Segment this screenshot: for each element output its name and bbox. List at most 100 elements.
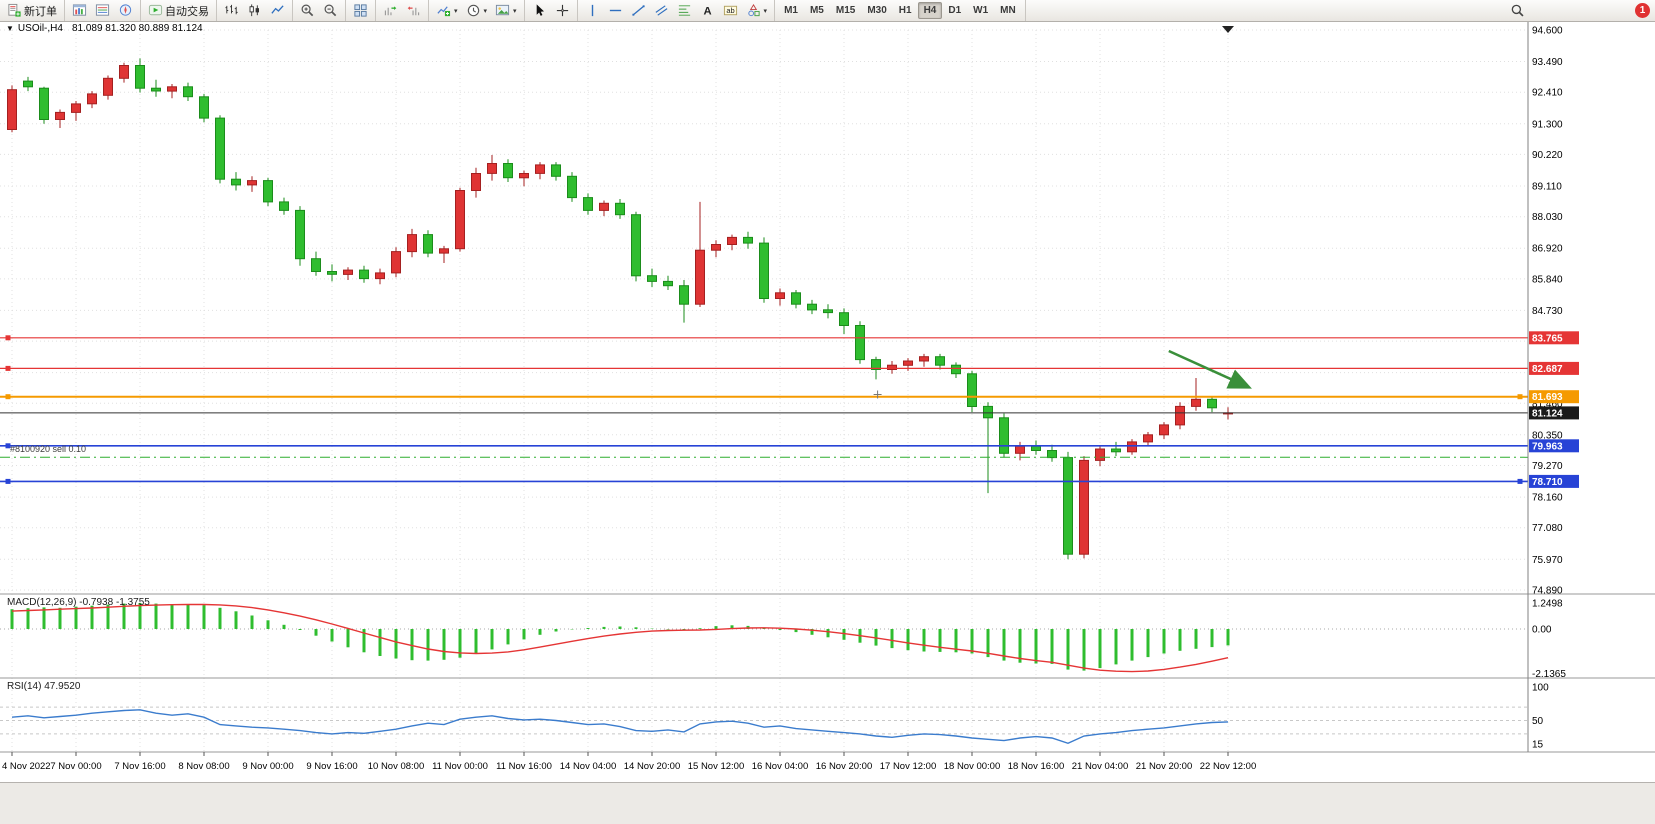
one-click-trading-toggle-icon[interactable]: ▼ <box>6 24 14 33</box>
charts-button[interactable] <box>68 0 91 21</box>
tf-d1[interactable]: D1 <box>948 5 962 16</box>
cursor-button[interactable] <box>528 0 551 21</box>
chart-area[interactable]: 94.600 93.490 92.410 91.300 90.220 89.110 88.0… <box>0 22 1655 787</box>
auto-scroll-button[interactable] <box>379 0 402 21</box>
candle-body <box>903 360 913 366</box>
candle-body <box>343 269 353 275</box>
market-watch-button[interactable] <box>91 0 114 21</box>
trendline-icon <box>631 5 645 16</box>
horizontal-line-81.693[interactable] <box>0 394 1528 400</box>
fibonacci-button[interactable] <box>673 0 696 21</box>
templates-icon <box>495 4 510 16</box>
cursor-icon <box>536 4 544 16</box>
tf-w1[interactable]: W1 <box>973 5 989 16</box>
shapes-button[interactable]: ▾ <box>742 0 772 21</box>
timeframe-group: M1 M5 M15 M30 H1 H4 D1 W1 MN <box>775 0 1026 21</box>
tf-m5[interactable]: M5 <box>809 5 824 16</box>
horizontal-line-82.687[interactable] <box>0 365 1528 371</box>
price-axis[interactable]: 94.600 93.490 92.410 91.300 90.220 89.110 88.0… <box>1532 26 1563 597</box>
dropdown-caret-icon: ▾ <box>454 7 458 15</box>
notification-badge[interactable]: 1 <box>1635 3 1650 18</box>
trend-arrow-annotation[interactable] <box>1168 349 1252 389</box>
price-tick-label: 90.220 <box>1532 150 1563 161</box>
templates-button[interactable]: ▾ <box>491 0 521 21</box>
tf-m30[interactable]: M30 <box>867 5 887 16</box>
candle-body <box>295 209 305 260</box>
dropdown-caret-icon: ▾ <box>483 7 488 15</box>
macd-axis[interactable]: 1.2498 0.00 -2.1365 <box>1532 599 1566 680</box>
time-axis[interactable]: 4 Nov 2022 7 Nov 00:00 7 Nov 16:00 8 Nov 08… <box>2 752 1256 772</box>
price-tick-label: 86.920 <box>1532 244 1563 255</box>
autotrade-icon <box>148 4 163 16</box>
navigator-button[interactable] <box>114 0 137 21</box>
channel-icon <box>655 5 667 16</box>
candle-chart-icon <box>249 4 259 17</box>
tf-h4[interactable]: H4 <box>917 2 943 19</box>
chart-shift-marker[interactable] <box>1222 26 1234 33</box>
svg-text:ab: ab <box>726 6 734 15</box>
bar-chart-mode-button[interactable] <box>220 0 243 21</box>
candle-body <box>135 65 145 89</box>
candle-chart-mode-button[interactable] <box>243 0 266 21</box>
crosshair-button[interactable] <box>551 0 574 21</box>
rsi-axis[interactable]: 100 50 15 <box>1532 683 1549 751</box>
tf-h1[interactable]: H1 <box>898 5 912 16</box>
line-chart-mode-button[interactable] <box>266 0 289 21</box>
indicators-button[interactable]: ▾ <box>432 0 462 21</box>
rsi-indicator-label: RSI(14) 47.9520 <box>7 681 81 692</box>
time-tick-label: 16 Nov 20:00 <box>816 761 873 772</box>
new-order-button[interactable]: 新订单 <box>3 0 61 21</box>
time-tick-label: 10 Nov 08:00 <box>368 761 425 772</box>
auto-scroll-icon <box>384 6 397 16</box>
line-handle[interactable] <box>5 365 11 371</box>
price-tick-label: 93.490 <box>1532 57 1563 68</box>
price-tick-label: 91.300 <box>1532 119 1563 130</box>
tile-windows-icon <box>354 4 367 17</box>
candle-body <box>599 202 609 211</box>
vertical-line-button[interactable] <box>581 0 604 21</box>
line-chart-icon <box>271 5 284 14</box>
candle-body <box>375 272 385 280</box>
candle-body <box>1031 445 1041 452</box>
candle-body <box>951 364 961 375</box>
candle-body <box>759 242 769 300</box>
label-button[interactable]: ab <box>719 0 742 21</box>
zoom-out-button[interactable] <box>319 0 342 21</box>
tile-windows-button[interactable] <box>349 0 372 21</box>
line-handle[interactable] <box>1517 478 1523 484</box>
candle-body <box>119 65 129 79</box>
zoom-in-button[interactable] <box>296 0 319 21</box>
channel-button[interactable] <box>650 0 673 21</box>
line-handle[interactable] <box>5 394 11 400</box>
chart-shift-button[interactable] <box>402 0 425 21</box>
text-button[interactable]: A <box>696 0 719 21</box>
autotrading-button[interactable]: 自动交易 <box>144 0 213 21</box>
time-tick-label: 8 Nov 08:00 <box>178 761 229 772</box>
price-tick-label: 85.840 <box>1532 274 1563 285</box>
panel-separators[interactable] <box>0 593 1655 753</box>
candle-body <box>1175 405 1185 426</box>
line-handle[interactable] <box>1517 394 1523 400</box>
horizontal-line-button[interactable] <box>604 0 627 21</box>
navigator-icon <box>119 4 132 16</box>
tf-m15[interactable]: M15 <box>835 5 856 16</box>
horizontal-line-79.963[interactable] <box>0 443 1528 449</box>
macd-axis-label: -2.1365 <box>1532 669 1566 680</box>
horizontal-line-83.765[interactable] <box>0 335 1528 341</box>
periods-button[interactable]: ▾ <box>462 0 492 21</box>
tf-m1[interactable]: M1 <box>784 5 798 16</box>
rsi-axis-label: 15 <box>1532 740 1544 751</box>
trendline-button[interactable] <box>627 0 650 21</box>
symbol-search-button[interactable] <box>1506 1 1529 20</box>
line-handle[interactable] <box>5 335 11 341</box>
candle-body <box>151 87 161 92</box>
bars-chart-icon <box>225 4 238 15</box>
new-order-icon <box>8 3 21 17</box>
line-handle[interactable] <box>5 478 11 484</box>
horizontal-line-78.710[interactable] <box>0 478 1528 484</box>
candle-body <box>423 234 433 254</box>
chart-background[interactable] <box>0 22 1655 782</box>
chart-ohlc-values: 81.089 81.320 80.889 81.124 <box>71 23 203 34</box>
tf-mn[interactable]: MN <box>1000 5 1016 16</box>
line-handle[interactable] <box>5 443 11 449</box>
